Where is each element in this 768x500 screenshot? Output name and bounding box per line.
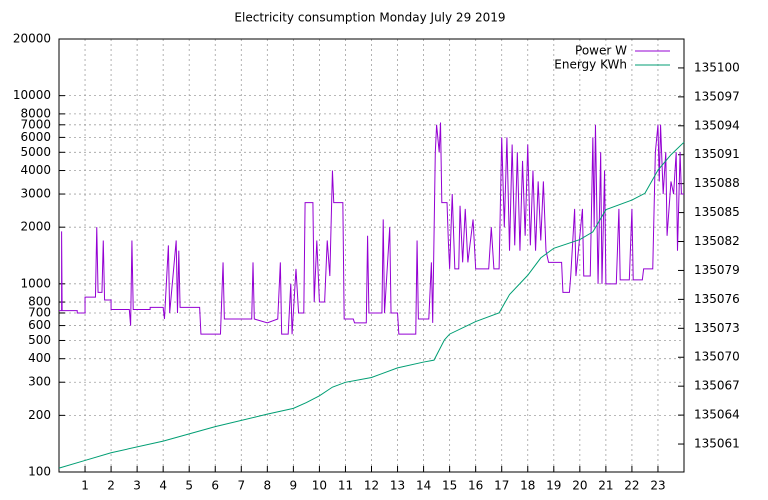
y2-tick-label: 135100 (694, 60, 740, 74)
x-tick-label: 12 (364, 479, 379, 493)
y-tick-label: 20000 (13, 32, 51, 46)
x-tick-label: 22 (624, 479, 639, 493)
y-tick-label: 500 (28, 333, 51, 347)
x-tick-label: 1 (81, 479, 89, 493)
y2-tick-label: 135073 (694, 321, 740, 335)
x-tick-label: 6 (211, 479, 219, 493)
x-tick-label: 23 (650, 479, 665, 493)
y2-tick-label: 135067 (694, 379, 740, 393)
x-tick-label: 2 (107, 479, 115, 493)
y2-tick-label: 135079 (694, 263, 740, 277)
x-tick-label: 3 (133, 479, 141, 493)
y-tick-label: 10000 (13, 88, 51, 102)
y-tick-label: 600 (28, 318, 51, 332)
y2-tick-label: 135091 (694, 147, 740, 161)
y2-tick-label: 135082 (694, 234, 740, 248)
x-tick-label: 10 (312, 479, 327, 493)
y2-tick-label: 135064 (694, 408, 740, 422)
legend-label: Energy KWh (554, 58, 627, 72)
y-tick-label: 400 (28, 351, 51, 365)
y-tick-label: 200 (28, 408, 51, 422)
y-tick-label: 3000 (20, 187, 51, 201)
plot-border (58, 38, 685, 473)
y-tick-label: 2000 (20, 220, 51, 234)
x-tick-label: 7 (237, 479, 245, 493)
x-tick-label: 4 (159, 479, 167, 493)
y-tick-label: 800 (28, 295, 51, 309)
y-tick-label: 300 (28, 375, 51, 389)
x-tick-label: 19 (546, 479, 561, 493)
x-tick-label: 18 (520, 479, 535, 493)
chart-title: Electricity consumption Monday July 29 2… (234, 11, 505, 25)
y-tick-label: 5000 (20, 145, 51, 159)
legend-label: Power W (575, 44, 627, 58)
y-tick-label: 7000 (20, 117, 51, 131)
y2-tick-label: 135094 (694, 118, 740, 132)
x-tick-label: 5 (185, 479, 193, 493)
y-tick-label: 6000 (20, 130, 51, 144)
x-tick-label: 21 (598, 479, 613, 493)
y2-tick-label: 135076 (694, 292, 740, 306)
series-line (59, 122, 684, 335)
y-tick-label: 700 (28, 305, 51, 319)
x-tick-label: 20 (572, 479, 587, 493)
y-tick-label: 4000 (20, 163, 51, 177)
x-tick-label: 15 (442, 479, 457, 493)
y-tick-label: 8000 (20, 106, 51, 120)
y2-tick-label: 135088 (694, 176, 740, 190)
y2-tick-label: 135085 (694, 205, 740, 219)
x-tick-label: 11 (338, 479, 353, 493)
x-tick-label: 13 (390, 479, 405, 493)
x-tick-label: 14 (416, 479, 431, 493)
y2-tick-label: 135097 (694, 89, 740, 103)
y-tick-label: 100 (28, 465, 51, 479)
y2-tick-label: 135070 (694, 350, 740, 364)
x-tick-label: 8 (264, 479, 272, 493)
y-tick-label: 1000 (20, 276, 51, 290)
y2-tick-label: 135061 (694, 437, 740, 451)
x-tick-label: 17 (494, 479, 509, 493)
series-line (58, 141, 685, 469)
x-tick-label: 16 (468, 479, 483, 493)
x-tick-label: 9 (290, 479, 298, 493)
